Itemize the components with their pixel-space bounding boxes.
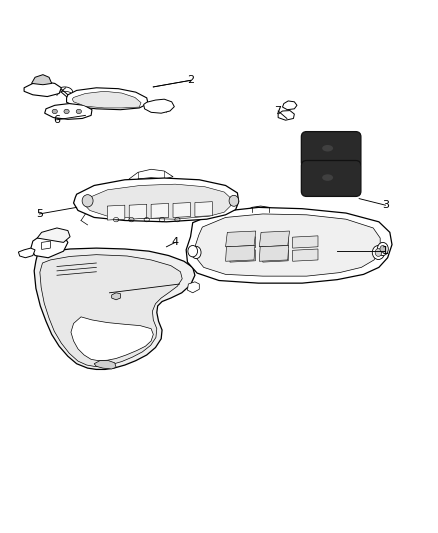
Polygon shape (45, 103, 92, 119)
Polygon shape (201, 219, 376, 273)
Polygon shape (74, 178, 239, 222)
Ellipse shape (64, 109, 69, 114)
FancyBboxPatch shape (301, 160, 361, 197)
Text: 7: 7 (275, 106, 282, 116)
Polygon shape (151, 204, 169, 219)
Polygon shape (259, 246, 289, 261)
Polygon shape (84, 184, 231, 219)
Polygon shape (72, 91, 141, 108)
Ellipse shape (82, 195, 93, 207)
FancyBboxPatch shape (301, 132, 361, 167)
Polygon shape (31, 233, 68, 258)
Polygon shape (226, 246, 255, 261)
Polygon shape (112, 293, 120, 300)
Polygon shape (67, 88, 148, 110)
Polygon shape (18, 248, 35, 258)
Polygon shape (230, 250, 255, 262)
Polygon shape (32, 75, 52, 85)
Polygon shape (259, 231, 290, 247)
Text: 1: 1 (382, 246, 389, 256)
Polygon shape (187, 282, 199, 293)
Ellipse shape (375, 248, 382, 256)
Text: 4: 4 (172, 237, 179, 247)
Polygon shape (263, 237, 288, 249)
Polygon shape (230, 237, 255, 249)
Polygon shape (71, 317, 153, 361)
Polygon shape (293, 236, 318, 248)
Ellipse shape (191, 246, 201, 259)
Polygon shape (144, 99, 174, 113)
Polygon shape (34, 248, 195, 369)
Polygon shape (186, 207, 392, 283)
Ellipse shape (188, 246, 198, 257)
Text: 6: 6 (53, 115, 60, 125)
Ellipse shape (377, 243, 389, 255)
Polygon shape (278, 110, 294, 120)
Ellipse shape (229, 195, 239, 206)
Polygon shape (107, 205, 125, 220)
Polygon shape (129, 204, 147, 219)
Polygon shape (226, 231, 256, 247)
Polygon shape (195, 214, 380, 276)
Ellipse shape (380, 246, 385, 253)
Polygon shape (283, 101, 297, 110)
Text: 5: 5 (36, 209, 43, 219)
Text: 3: 3 (382, 200, 389, 210)
Polygon shape (293, 249, 318, 261)
Text: 2: 2 (187, 75, 194, 85)
Polygon shape (195, 201, 212, 216)
Polygon shape (94, 361, 116, 369)
Polygon shape (42, 241, 50, 249)
Polygon shape (191, 212, 383, 275)
Polygon shape (37, 228, 70, 243)
Ellipse shape (322, 145, 333, 151)
Polygon shape (24, 82, 61, 96)
Ellipse shape (372, 246, 385, 260)
Ellipse shape (322, 174, 333, 181)
Ellipse shape (52, 109, 57, 114)
Ellipse shape (76, 109, 81, 114)
Polygon shape (263, 250, 288, 262)
Polygon shape (173, 203, 191, 217)
Polygon shape (40, 255, 182, 366)
